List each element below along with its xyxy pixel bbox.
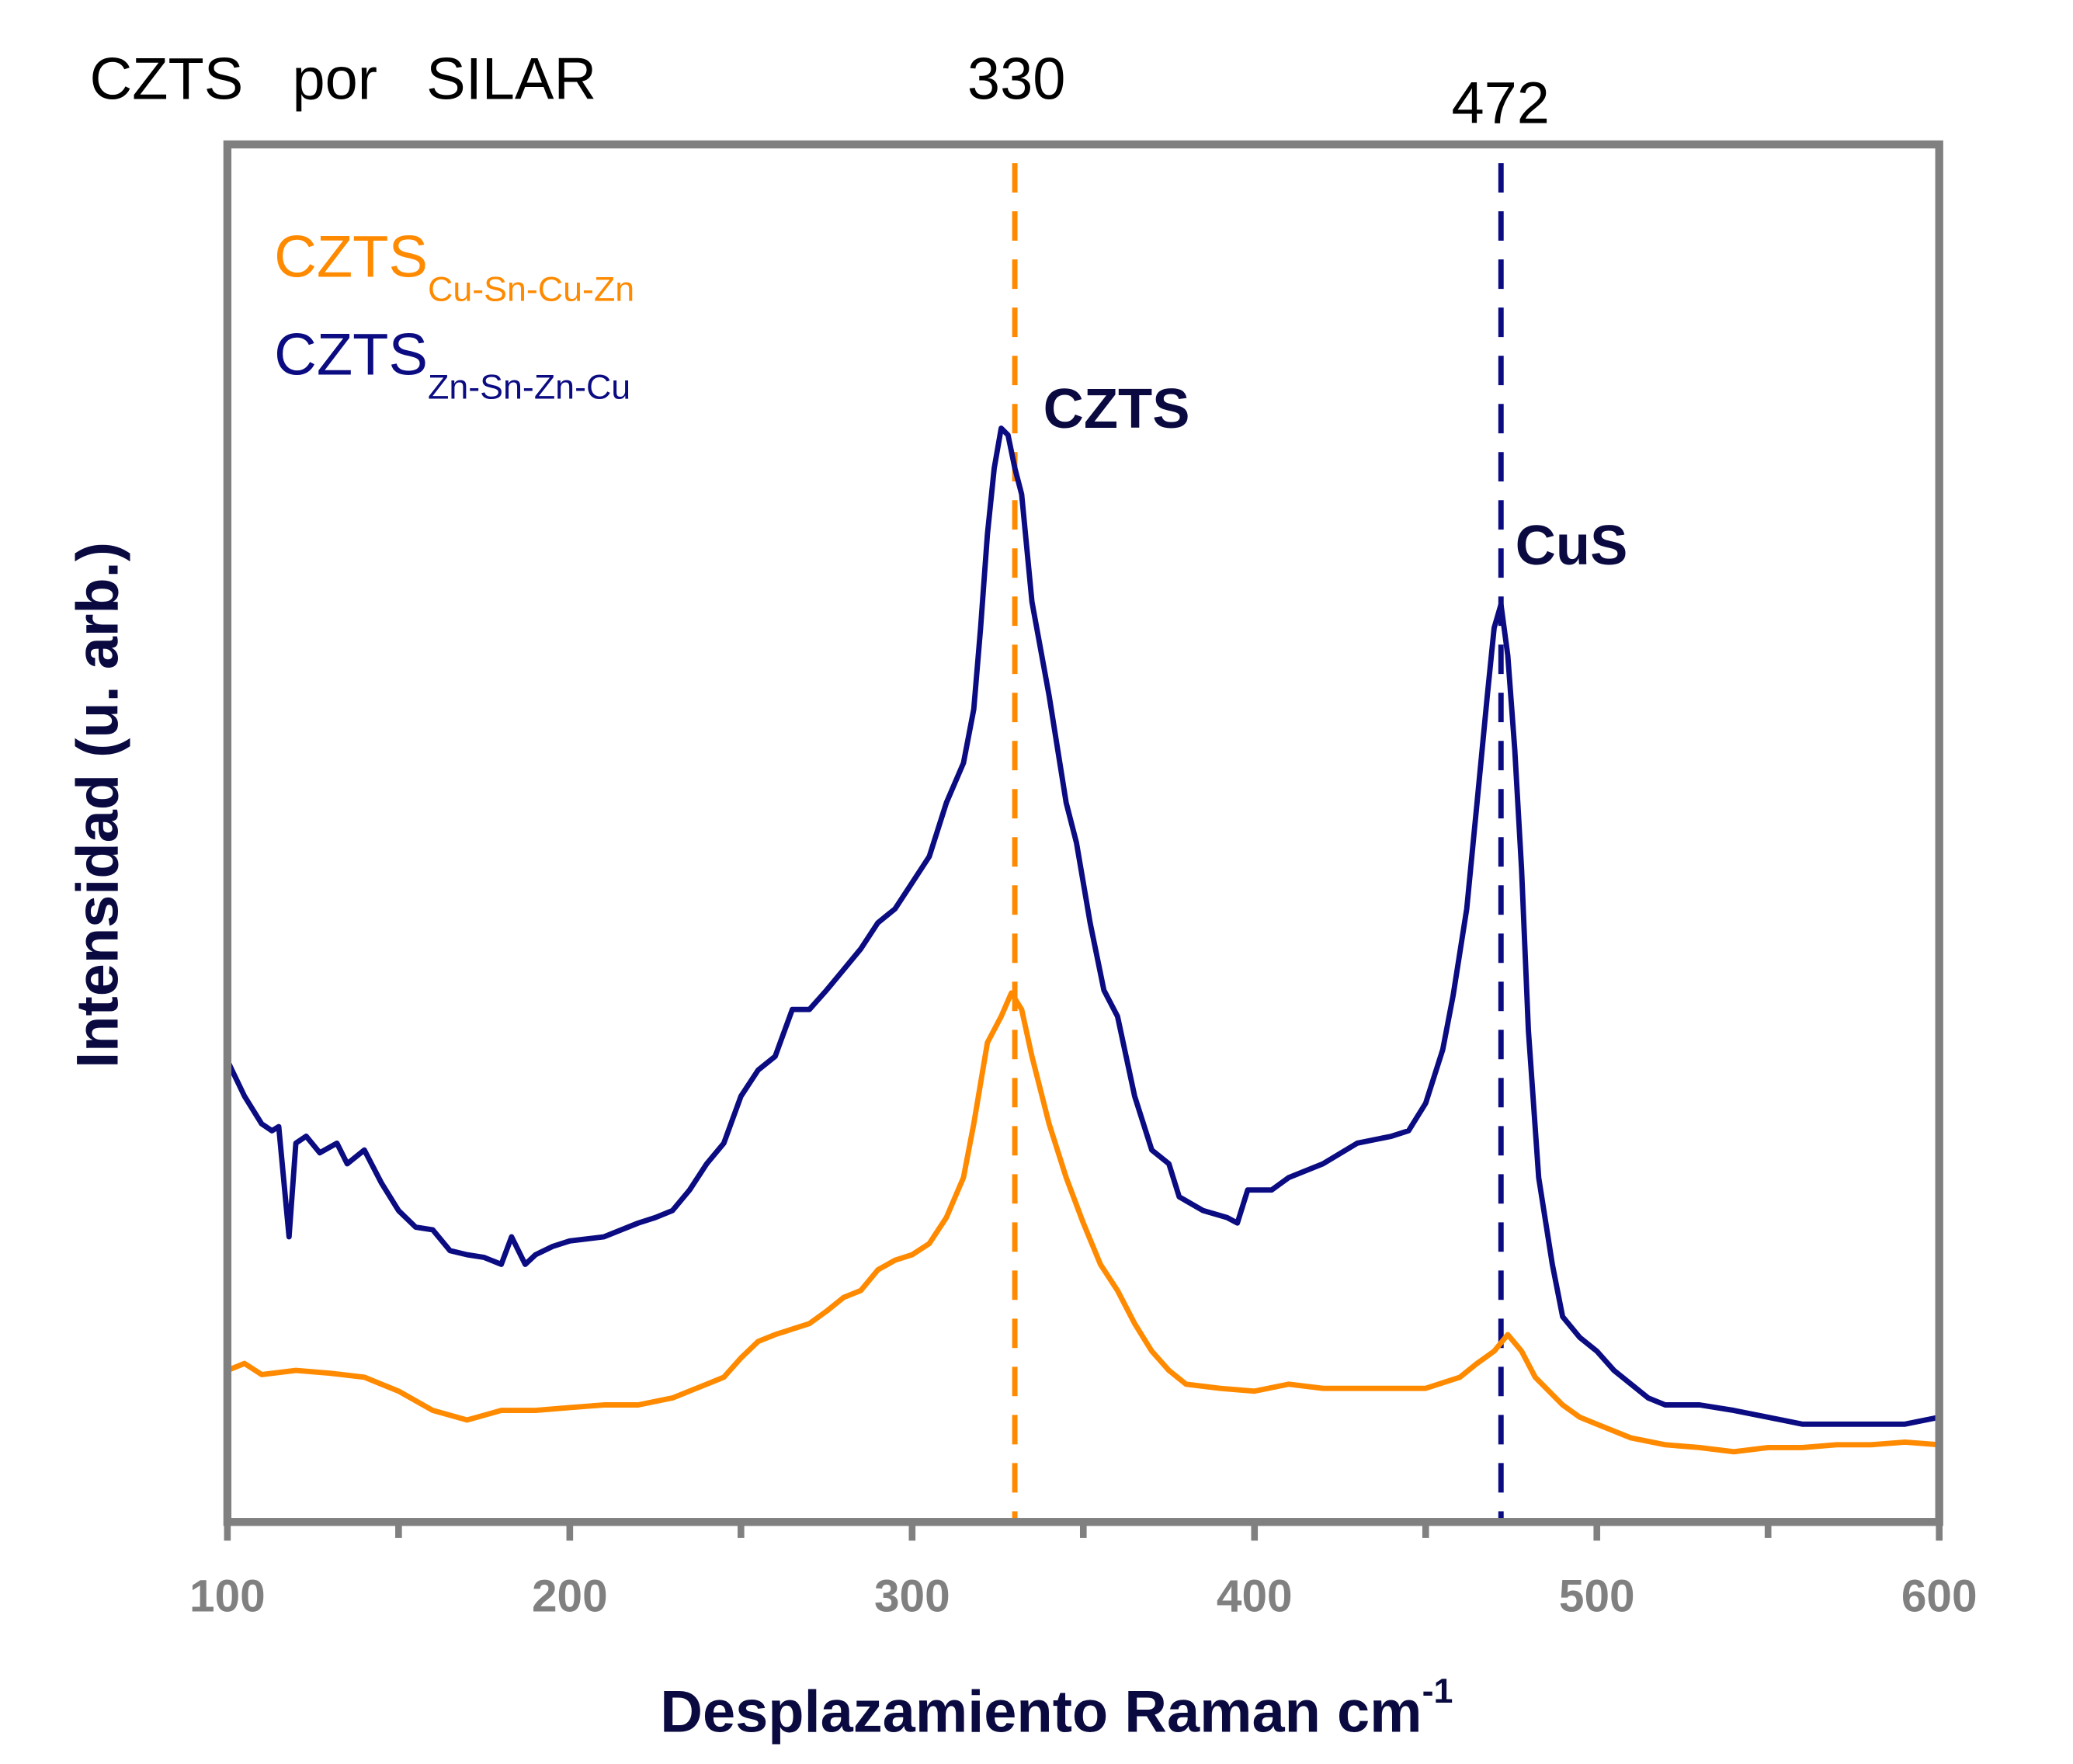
x-tick-label-600: 600 bbox=[1901, 1571, 1978, 1622]
series-line-cu-sn-cu-zn bbox=[226, 990, 1939, 1455]
legend-main-2: CZTS bbox=[274, 321, 428, 387]
legend-main-1: CZTS bbox=[274, 224, 428, 290]
peak-label-330: 330 bbox=[967, 46, 1065, 112]
x-tick-label-200: 200 bbox=[532, 1571, 608, 1622]
x-tick-label-400: 400 bbox=[1217, 1571, 1293, 1622]
legend-entry-cu-sn-cu-zn: CZTSCu-Sn-Cu-Zn bbox=[274, 224, 634, 309]
x-axis-label: Desplazamiento Raman cm-1 bbox=[660, 1672, 1453, 1745]
x-tick-label-300: 300 bbox=[874, 1571, 950, 1622]
x-tick-label-100: 100 bbox=[189, 1571, 266, 1622]
peak-label-472: 472 bbox=[1451, 70, 1549, 136]
series-line-zn-sn-zn-cu bbox=[224, 425, 1940, 1427]
annotation-czts: CZTS bbox=[1043, 378, 1190, 440]
legend-entry-zn-sn-zn-cu: CZTSZn-Sn-Zn-Cu bbox=[274, 321, 630, 406]
x-axis-label-superscript: -1 bbox=[1422, 1672, 1453, 1710]
chart-title: CZTS por SILAR bbox=[89, 46, 596, 112]
legend-sub-1: Cu-Sn-Cu-Zn bbox=[428, 270, 634, 309]
x-tick-label-500: 500 bbox=[1559, 1571, 1635, 1622]
annotation-cus: CuS bbox=[1516, 515, 1628, 577]
x-axis-label-text: Desplazamiento Raman cm bbox=[660, 1679, 1422, 1745]
y-axis-label: Intensidad (u. arb.) bbox=[65, 542, 131, 1068]
plot-frame bbox=[223, 140, 1943, 1526]
legend-sub-2: Zn-Sn-Zn-Cu bbox=[428, 367, 630, 406]
